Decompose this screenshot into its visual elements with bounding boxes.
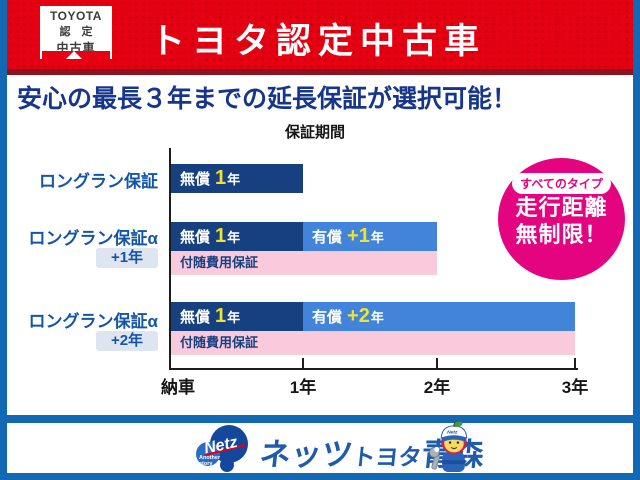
badge-ribbon-notch xyxy=(66,51,82,59)
svg-text:Netz: Netz xyxy=(203,434,240,458)
row1-free-bar: 無償 1 年 xyxy=(171,164,303,193)
header-underline xyxy=(7,69,633,75)
toyota-certified-badge: TOYOTA 認 定 中古車 xyxy=(38,4,114,61)
badge-brand: TOYOTA xyxy=(50,9,102,23)
dealer-part1: ネッツ xyxy=(257,437,355,472)
x-tick-3year xyxy=(574,358,576,368)
x-label-2year: 2年 xyxy=(423,378,451,397)
row2-paid-bar: 有償 +1 年 xyxy=(303,222,437,251)
badge-unlimited-line: 無制限！ xyxy=(515,222,608,247)
row2-paid-name: 有償 xyxy=(312,229,343,246)
netz-mascot-icon: Netz xyxy=(429,420,468,473)
svg-text:story: story xyxy=(199,461,213,467)
badge-certified: 認 定 xyxy=(59,26,97,38)
badge-mileage-line: 走行距離 xyxy=(515,195,608,220)
chart-y-axis-line xyxy=(169,148,171,370)
x-label-3year: 3年 xyxy=(561,378,589,397)
row1-free-name: 無償 xyxy=(180,171,211,188)
row3-label: ロングラン保証α xyxy=(28,312,158,331)
row2-paid-unit: 年 xyxy=(370,230,384,245)
svg-text:Another: Another xyxy=(199,455,221,461)
row1-free-unit: 年 xyxy=(227,172,241,187)
row2-rider-bar: 付随費用保証 xyxy=(171,251,437,275)
row3-paid-bar: 有償 +2 年 xyxy=(303,302,575,331)
row2-plus-badge: +1年 xyxy=(96,248,158,268)
header-title: トヨタ認定中古車 xyxy=(150,22,487,61)
row2-free-bar: 無償 1 年 xyxy=(171,222,303,251)
row3-free-name: 無償 xyxy=(180,309,211,326)
row2-free-num: 1 xyxy=(215,225,227,247)
row2-free-unit: 年 xyxy=(227,230,241,245)
x-tick-2year xyxy=(436,358,438,368)
badge-pill-alltypes: すべてのタイプ xyxy=(512,173,611,194)
footer-strip xyxy=(7,423,633,473)
row1-free-num: 1 xyxy=(215,167,227,189)
row3-paid-name: 有償 xyxy=(312,309,343,326)
row1-label: ロングラン保証 xyxy=(39,172,158,191)
row2-paid-num: +1 xyxy=(347,225,370,247)
row3-free-num: 1 xyxy=(215,305,227,327)
row3-free-unit: 年 xyxy=(227,310,241,325)
row3-paid-unit: 年 xyxy=(370,310,384,325)
netz-logo-icon: Netz Another story xyxy=(196,425,248,472)
x-tick-1year xyxy=(302,358,304,368)
page-canvas: TOYOTA 認 定 中古車 トヨタ認定中古車 安心の最長３年までの延長保証が選… xyxy=(7,0,633,473)
row3-plus-badge: +2年 xyxy=(96,331,158,351)
footer-divider xyxy=(7,415,633,423)
row3-free-bar: 無償 1 年 xyxy=(171,302,303,331)
x-label-1year: 1年 xyxy=(289,378,317,397)
svg-text:Netz: Netz xyxy=(447,430,458,436)
row3-rider-bar: 付随費用保証 xyxy=(171,331,575,355)
headline: 安心の最長３年までの延長保証が選択可能！ xyxy=(17,85,518,113)
row2-label: ロングラン保証α xyxy=(28,229,158,248)
row3-paid-num: +2 xyxy=(347,305,370,327)
unlimited-mileage-badge: すべてのタイプ 走行距離 無制限！ xyxy=(498,158,625,280)
row2-free-name: 無償 xyxy=(180,229,211,246)
dealer-part2: トヨタ xyxy=(351,444,423,470)
x-label-delivery: 納車 xyxy=(161,378,195,397)
chart-title: 保証期間 xyxy=(284,124,345,141)
chart-x-axis-line xyxy=(169,368,578,370)
